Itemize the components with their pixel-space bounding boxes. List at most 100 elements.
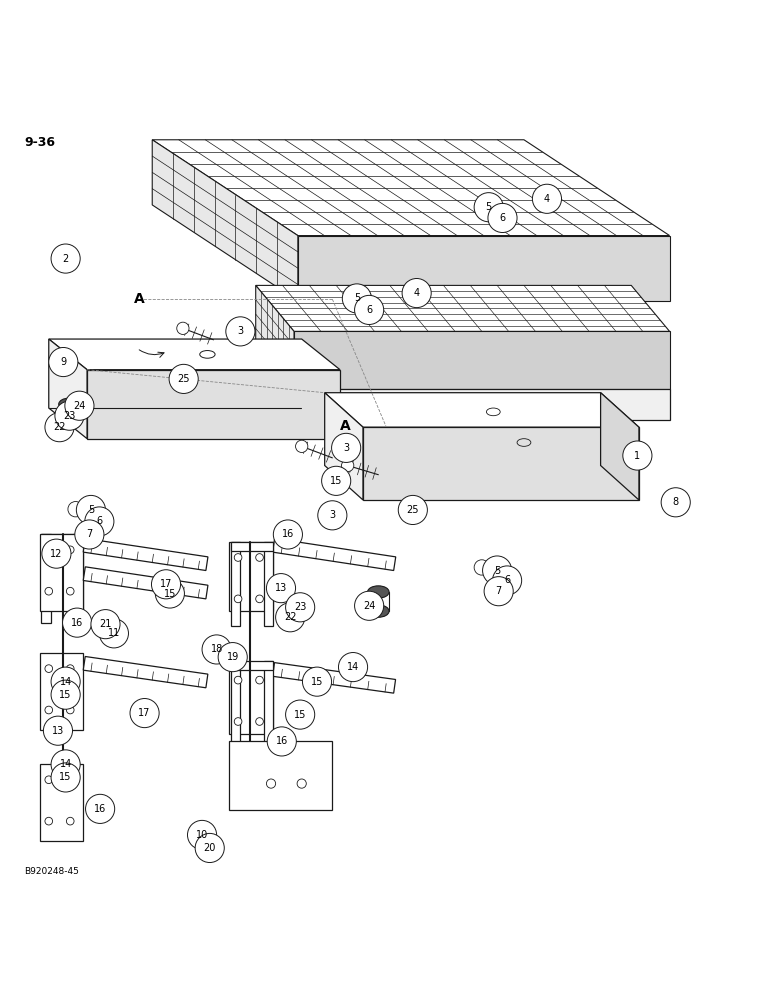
Polygon shape <box>325 393 363 500</box>
Circle shape <box>93 505 101 513</box>
Text: 11: 11 <box>108 628 120 638</box>
Circle shape <box>75 520 104 549</box>
Circle shape <box>493 566 522 595</box>
Polygon shape <box>231 661 273 670</box>
Circle shape <box>297 779 306 788</box>
Circle shape <box>474 193 503 222</box>
Circle shape <box>76 495 106 525</box>
Text: B920248-45: B920248-45 <box>24 867 79 876</box>
Circle shape <box>318 501 347 530</box>
Polygon shape <box>229 741 333 810</box>
Circle shape <box>45 587 52 595</box>
Circle shape <box>66 776 74 784</box>
Text: 19: 19 <box>227 652 239 662</box>
Circle shape <box>66 817 74 825</box>
Circle shape <box>256 718 263 725</box>
Polygon shape <box>87 370 340 439</box>
Text: 7: 7 <box>496 586 502 596</box>
Polygon shape <box>39 764 83 841</box>
Polygon shape <box>83 567 208 599</box>
Text: 24: 24 <box>73 401 86 411</box>
Circle shape <box>66 587 74 595</box>
Polygon shape <box>41 534 83 544</box>
Circle shape <box>533 184 561 213</box>
Text: 1: 1 <box>635 451 641 461</box>
Circle shape <box>398 495 428 525</box>
Circle shape <box>234 718 242 725</box>
Circle shape <box>322 466 350 495</box>
Circle shape <box>49 347 78 377</box>
Polygon shape <box>152 140 298 301</box>
Circle shape <box>45 706 52 714</box>
Text: 18: 18 <box>211 644 223 654</box>
Polygon shape <box>49 339 87 439</box>
Ellipse shape <box>367 605 389 617</box>
Text: 3: 3 <box>343 443 349 453</box>
Polygon shape <box>601 393 639 500</box>
Circle shape <box>91 610 120 639</box>
Text: 16: 16 <box>282 529 294 539</box>
Circle shape <box>155 579 185 608</box>
Circle shape <box>45 817 52 825</box>
Polygon shape <box>41 534 51 623</box>
Circle shape <box>341 459 354 472</box>
Polygon shape <box>325 393 639 427</box>
Circle shape <box>267 727 296 756</box>
Text: 15: 15 <box>164 589 176 599</box>
Circle shape <box>474 560 489 575</box>
Polygon shape <box>229 542 273 611</box>
Polygon shape <box>229 665 273 734</box>
Text: 15: 15 <box>311 677 323 687</box>
Circle shape <box>303 667 332 696</box>
Polygon shape <box>256 389 669 420</box>
Polygon shape <box>231 661 240 745</box>
Text: 15: 15 <box>59 772 72 782</box>
Circle shape <box>66 546 74 554</box>
Text: 17: 17 <box>138 708 151 718</box>
Circle shape <box>338 653 367 682</box>
Polygon shape <box>256 285 669 331</box>
Polygon shape <box>39 534 83 611</box>
Circle shape <box>86 794 115 823</box>
Circle shape <box>51 750 80 779</box>
Circle shape <box>51 244 80 273</box>
Circle shape <box>286 593 315 622</box>
Circle shape <box>63 608 92 637</box>
Text: 17: 17 <box>160 579 172 589</box>
Text: 15: 15 <box>59 690 72 700</box>
Text: 3: 3 <box>330 510 335 520</box>
Text: 20: 20 <box>204 843 216 853</box>
Text: 14: 14 <box>59 759 72 769</box>
Circle shape <box>66 665 74 672</box>
Circle shape <box>266 574 296 603</box>
Text: 3: 3 <box>237 326 243 336</box>
Ellipse shape <box>59 417 80 429</box>
Circle shape <box>68 502 83 517</box>
Circle shape <box>51 667 80 696</box>
Circle shape <box>202 635 231 664</box>
Polygon shape <box>83 538 208 571</box>
Circle shape <box>85 507 114 536</box>
Circle shape <box>195 833 225 863</box>
Text: 6: 6 <box>366 305 372 315</box>
Circle shape <box>51 680 80 709</box>
Circle shape <box>151 570 181 599</box>
Circle shape <box>661 488 690 517</box>
Circle shape <box>286 700 315 729</box>
Circle shape <box>487 562 498 573</box>
Circle shape <box>226 317 255 346</box>
Polygon shape <box>273 538 396 571</box>
Circle shape <box>234 676 242 684</box>
Circle shape <box>482 556 512 585</box>
Text: 5: 5 <box>486 202 492 212</box>
Text: 12: 12 <box>50 549 63 559</box>
Polygon shape <box>294 331 669 389</box>
Text: 9-36: 9-36 <box>24 136 56 149</box>
Circle shape <box>65 391 94 420</box>
Circle shape <box>169 364 198 393</box>
Text: 7: 7 <box>86 529 93 539</box>
Circle shape <box>45 665 52 672</box>
Circle shape <box>51 763 80 792</box>
Polygon shape <box>256 285 294 389</box>
Circle shape <box>66 706 74 714</box>
